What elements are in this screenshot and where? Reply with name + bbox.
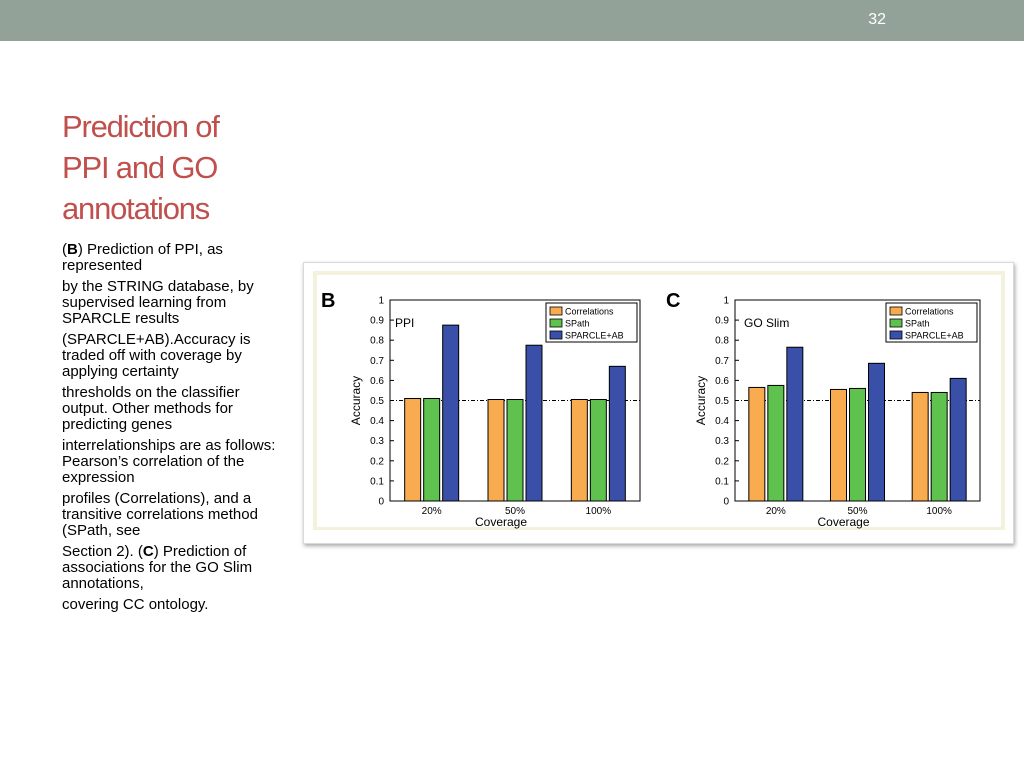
body-paragraph: (B) Prediction of PPI, as represented [62,242,284,274]
x-tick-label: 20% [422,506,442,517]
legend-label: SPath [905,319,930,329]
body-text-run: Section 2). ( [62,543,143,560]
y-tick-label: 0.7 [370,356,384,367]
y-axis-label: Accuracy [349,376,363,425]
bar-spath [506,398,524,502]
bar-spath [423,397,441,502]
body-paragraph: Section 2). (C) Prediction of associatio… [62,544,284,592]
bar-correlations [911,391,929,502]
legend-swatch [549,330,563,340]
inset-label: GO Slim [744,316,789,330]
bar-correlations [748,386,766,502]
y-tick-label: 1 [723,296,729,307]
x-tick-label: 50% [505,506,525,517]
bar-sparcle-ab [868,362,885,502]
body-text-run: ) Prediction of PPI, as represented [62,241,223,274]
bar-spath [767,384,785,502]
x-tick-label: 20% [766,506,786,517]
figure-frame: B 0 0.1 0.2 0.3 0.4 0.5 0.6 0.7 0.8 0.9 1 Accuracy 20… [303,262,1014,544]
y-tick-label: 0.3 [370,436,384,447]
y-tick-label: 0.8 [370,336,384,347]
y-tick-label: 0.8 [715,336,729,347]
y-tick-label: 0 [723,497,729,508]
bar-charts-figure: B 0 0.1 0.2 0.3 0.4 0.5 0.6 0.7 0.8 0.9 1 Accuracy 20… [313,271,1005,530]
y-tick-label: 0.3 [715,436,729,447]
y-axis-label: Accuracy [694,376,708,425]
bar-sparcle-ab [786,346,804,502]
legend-swatch [889,318,903,328]
inset-label: PPI [395,316,414,330]
y-tick-label: 0.5 [715,396,729,407]
slide-body-text: (B) Prediction of PPI, as represented by … [62,242,284,618]
y-tick-label: 0.6 [370,376,384,387]
panel-reference: B [67,241,78,258]
title-line: annotations [62,191,210,226]
bar-sparcle-ab [525,344,543,502]
body-paragraph: interrelationships are as follows: Pears… [62,438,284,486]
bar-correlations [570,398,588,502]
bar-sparcle-ab [442,324,460,502]
y-tick-label: 0.5 [370,396,384,407]
x-tick-label: 50% [847,506,867,517]
legend-label: SPath [565,319,590,329]
legend-swatch [549,306,563,316]
body-text-run: covering CC ontology. [62,596,209,613]
y-tick-label: 0 [378,497,384,508]
bar-spath [849,387,866,502]
body-paragraph: (SPARCLE+AB).Accuracy is traded off with… [62,332,284,380]
title-line: Prediction of [62,109,220,144]
x-axis-label: Coverage [817,515,869,529]
y-tick-label: 0.6 [715,376,729,387]
bar-spath [930,391,948,502]
x-tick-label: 100% [586,506,612,517]
y-tick-label: 0.1 [370,476,384,487]
legend-swatch [549,318,563,328]
legend-swatch [889,330,903,340]
bar-correlations [830,388,847,502]
bar-spath [589,398,607,502]
legend-label: SPARCLE+AB [565,331,624,341]
body-text-run: profiles (Correlations), and a transitiv… [62,490,258,539]
slide-number: 32 [868,11,886,28]
panel-label: C [666,290,680,312]
y-tick-label: 0.2 [715,456,729,467]
body-text-run: ) Prediction of associations for the GO … [62,543,253,592]
x-axis-label: Coverage [475,515,527,529]
body-paragraph: profiles (Correlations), and a transitiv… [62,491,284,539]
body-paragraph: thresholds on the classifier output. Oth… [62,385,284,433]
body-text-run: thresholds on the classifier output. Oth… [62,384,240,433]
body-text-run: (SPARCLE+AB).Accuracy is traded off with… [62,331,251,380]
body-text-run: ( [62,241,67,258]
bar-sparcle-ab [949,377,967,502]
y-tick-label: 0.4 [370,416,384,427]
y-tick-label: 0.2 [370,456,384,467]
y-tick-label: 0.9 [370,316,384,327]
panel-label: B [321,290,335,312]
body-paragraph: by the STRING database, by supervised le… [62,279,284,327]
bar-sparcle-ab [608,365,626,502]
y-tick-label: 0.9 [715,316,729,327]
x-tick-label: 100% [926,506,952,517]
bar-correlations [487,398,505,502]
bar-correlations [404,397,422,502]
legend-label: Correlations [905,307,954,317]
slide-title: Prediction of PPI and GO annotations [62,106,302,229]
top-bar [0,0,1024,41]
body-text-run: by the STRING database, by supervised le… [62,278,254,327]
panel-reference: C [142,543,154,560]
y-tick-label: 0.7 [715,356,729,367]
chart-panel-c: C 0 0.1 0.2 0.3 0.4 0.5 0.6 0.7 0.8 0.9 1 Accuracy 20… [666,290,981,529]
chart-panel-b: B 0 0.1 0.2 0.3 0.4 0.5 0.6 0.7 0.8 0.9 1 Accuracy 20… [321,290,641,529]
legend-label: Correlations [565,307,614,317]
body-text-run: interrelationships are as follows: Pears… [62,437,276,486]
y-tick-label: 0.4 [715,416,729,427]
title-line: PPI and GO [62,150,218,185]
y-tick-label: 0.1 [715,476,729,487]
legend-swatch [889,306,903,316]
body-paragraph: covering CC ontology. [62,597,284,613]
y-tick-label: 1 [378,296,384,307]
legend-label: SPARCLE+AB [905,331,964,341]
